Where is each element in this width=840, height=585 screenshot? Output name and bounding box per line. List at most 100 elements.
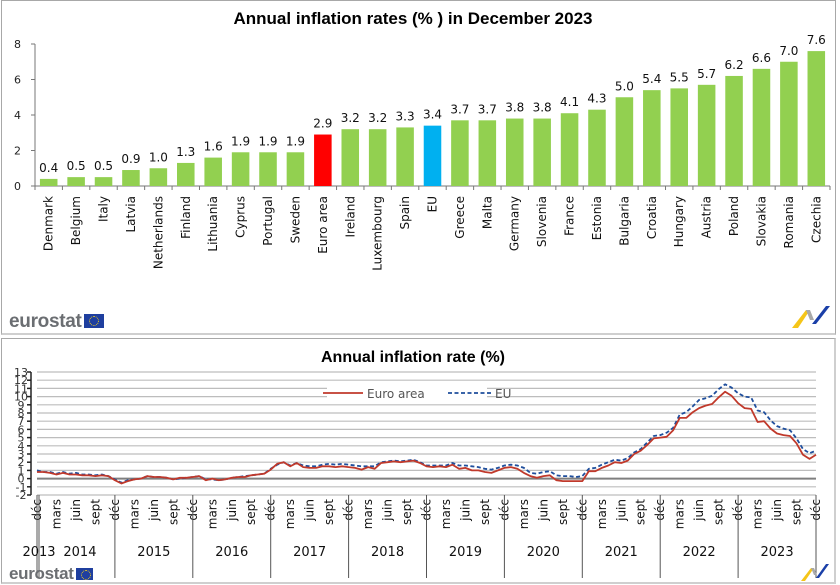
bar-portugal bbox=[259, 152, 277, 186]
month-tick-label: sept bbox=[322, 499, 336, 525]
line-y-tick-label: 13 bbox=[14, 366, 28, 379]
line-y-tick-label: 0 bbox=[18, 473, 25, 486]
month-tick-label: sept bbox=[166, 499, 180, 525]
line-y-tick-label: 4 bbox=[18, 440, 25, 453]
bar-hungary bbox=[670, 88, 688, 186]
eurostat-wordmark: eurostat bbox=[9, 564, 74, 583]
bar-category-label: Euro area bbox=[316, 196, 330, 254]
line-chart-panel: Annual inflation rate (%) -2 -1 0 1 2 3 4 5 6 7 8 9… bbox=[1, 338, 836, 584]
line-y-tick-label: 7 bbox=[18, 415, 25, 428]
bar-category-label: Lithuania bbox=[206, 196, 220, 252]
bar-finland bbox=[177, 162, 195, 186]
line-legend: Euro area EU bbox=[323, 386, 511, 401]
bar-data-label: 3.8 bbox=[505, 101, 524, 115]
bar-category-label: Denmark bbox=[42, 196, 56, 251]
month-tick-label: juin bbox=[614, 499, 628, 522]
bar-category-label: Bulgaria bbox=[617, 196, 631, 246]
bar-data-label: 5.4 bbox=[642, 72, 661, 86]
bar-germany bbox=[505, 118, 524, 186]
bar-category-label: Cyprus bbox=[234, 196, 248, 238]
bar-chart: Annual inflation rates (% ) in December … bbox=[14, 9, 831, 271]
month-tick-label: juin bbox=[303, 499, 317, 522]
eu-flag-icon bbox=[83, 314, 104, 328]
bar-data-label: 7.6 bbox=[807, 33, 826, 47]
bar-category-label: Estonia bbox=[590, 196, 604, 240]
bar-slovenia bbox=[533, 118, 551, 186]
bar-data-label: 1.9 bbox=[231, 134, 250, 148]
bar-category-labels: Denmark Belgium Italy Latvia Netherlands Finl… bbox=[42, 196, 824, 271]
bar-data-label: 6.2 bbox=[725, 58, 744, 72]
bar-category-label: Germany bbox=[508, 196, 522, 251]
month-tick-label: mars bbox=[517, 499, 531, 529]
bar-data-label: 3.4 bbox=[423, 108, 442, 122]
year-label: 2013 bbox=[22, 545, 55, 560]
month-tick-label: sept bbox=[556, 499, 570, 525]
line-y-tick-label: 12 bbox=[14, 374, 28, 387]
bar-category-label: Luxembourg bbox=[371, 196, 385, 271]
line-chart-title: Annual inflation rate (%) bbox=[321, 349, 505, 366]
bar-data-label: 0.4 bbox=[39, 161, 58, 175]
bar-chart-title: Annual inflation rates (% ) in December … bbox=[234, 9, 593, 28]
bar-data-label: 3.3 bbox=[396, 109, 415, 123]
bar-eu bbox=[423, 125, 442, 186]
eurostat-wordmark: eurostat bbox=[9, 311, 82, 332]
bar-category-label: Portugal bbox=[261, 196, 275, 246]
bar-data-label: 3.7 bbox=[450, 102, 469, 116]
year-label: 2023 bbox=[761, 545, 794, 560]
bar-category-label: Greece bbox=[453, 196, 467, 239]
year-label: 2018 bbox=[371, 545, 404, 560]
month-tick-label: sept bbox=[88, 499, 102, 525]
bar-data-label: 0.9 bbox=[121, 152, 140, 166]
bar-data-label: 1.6 bbox=[204, 140, 223, 154]
bar-euro-area bbox=[314, 134, 332, 186]
bar-italy bbox=[94, 177, 113, 186]
bar-netherlands bbox=[149, 168, 168, 186]
bar-category-label: Sweden bbox=[288, 196, 302, 243]
bar-data-label: 4.1 bbox=[560, 95, 579, 109]
bar-y-axis: 0 2 4 6 8 bbox=[14, 38, 36, 193]
bar-data-label: 0.5 bbox=[67, 159, 86, 173]
month-tick-label: sept bbox=[400, 499, 414, 525]
bar-data-label: 4.3 bbox=[587, 92, 606, 106]
bar-category-label: Belgium bbox=[69, 196, 83, 245]
year-label: 2015 bbox=[137, 545, 170, 560]
line-chart: Annual inflation rate (%) -2-10123456789… bbox=[14, 349, 823, 578]
line-y-tick-label: 6 bbox=[18, 423, 25, 436]
line-y-tick-label: -1 bbox=[16, 481, 27, 494]
legend-label-eu: EU bbox=[495, 387, 511, 401]
bar-category-label: Slovakia bbox=[754, 196, 768, 246]
bar-greece bbox=[451, 120, 469, 186]
bar-category-label: Slovenia bbox=[535, 196, 549, 247]
line-x-axis: déc mars juin sept déc mars juin sept déc mars jui… bbox=[22, 495, 823, 578]
month-tick-label: sept bbox=[634, 499, 648, 525]
bar-y-tick-label: 4 bbox=[14, 109, 21, 122]
line-y-tick-label: 11 bbox=[14, 382, 28, 395]
bar-romania bbox=[780, 61, 798, 186]
month-tick-label: mars bbox=[595, 499, 609, 529]
bar-data-label: 3.2 bbox=[341, 111, 360, 125]
bar-data-label: 3.8 bbox=[533, 101, 552, 115]
bar-france bbox=[560, 113, 579, 186]
bar-belgium bbox=[67, 177, 85, 186]
bar-category-label: Poland bbox=[727, 196, 741, 236]
bar-lithuania bbox=[204, 157, 222, 186]
bar-croatia bbox=[643, 90, 661, 186]
bar-category-label: France bbox=[563, 196, 577, 236]
month-tick-label: juin bbox=[69, 499, 83, 522]
bar-series bbox=[39, 51, 826, 186]
bar-austria bbox=[697, 84, 716, 186]
month-tick-label: mars bbox=[751, 499, 765, 529]
month-tick-label: mars bbox=[127, 499, 141, 529]
bar-chart-panel: Annual inflation rates (% ) in December … bbox=[1, 0, 836, 335]
bar-category-label: Croatia bbox=[645, 196, 659, 239]
line-series-group bbox=[36, 383, 817, 485]
month-tick-label: mars bbox=[205, 499, 219, 529]
eurostat-swoosh-logo-icon bbox=[792, 306, 830, 328]
bar-category-label: Netherlands bbox=[151, 196, 165, 269]
eu-flag-icon bbox=[75, 568, 93, 580]
bar-data-label: 2.9 bbox=[313, 117, 332, 131]
bar-data-label: 1.3 bbox=[176, 145, 195, 159]
eurostat-swoosh-logo-icon bbox=[801, 564, 829, 581]
month-tick-label: mars bbox=[49, 499, 63, 529]
